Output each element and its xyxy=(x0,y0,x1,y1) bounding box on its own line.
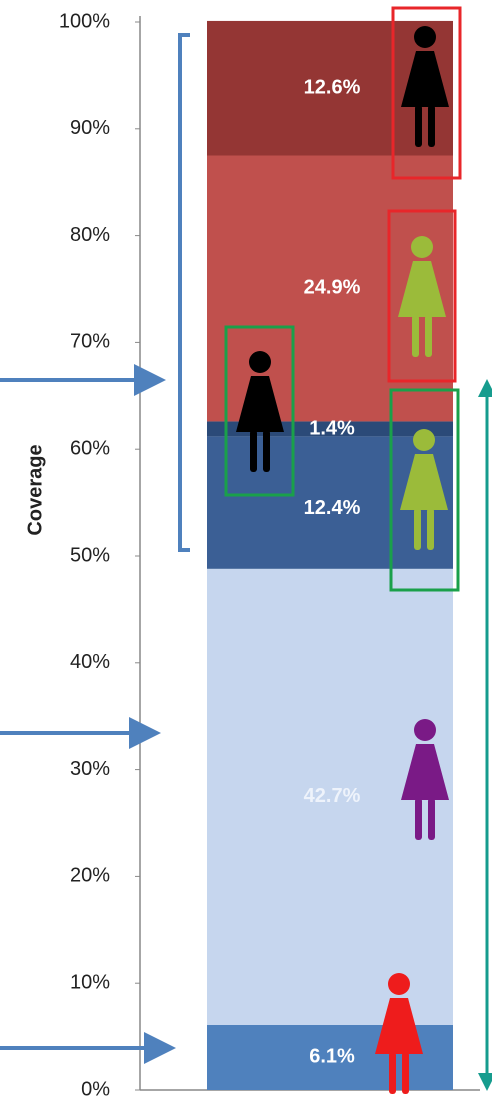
y-tick-label: 30% xyxy=(70,758,110,780)
y-tick-label: 100% xyxy=(59,10,110,32)
bar-group: 6.1% 42.7% 12.4% 1.4% 24.9% 12.6% xyxy=(207,20,453,1090)
highlight-box xyxy=(389,388,460,592)
y-tick-label: 70% xyxy=(70,331,110,353)
y-tick-label: 40% xyxy=(70,651,110,673)
tick-group: 0% 10% 20% 30% 40% 50% 60% 70% 80% 90% 100% xyxy=(59,10,140,1100)
data-label: 6.1% xyxy=(309,1046,355,1068)
highlight-box xyxy=(224,325,295,497)
y-tick-label: 10% xyxy=(70,971,110,993)
y-tick-label: 80% xyxy=(70,224,110,246)
y-axis-label: Coverage xyxy=(24,444,46,535)
data-label: 12.4% xyxy=(304,497,361,519)
bracket xyxy=(178,33,190,552)
data-label: 12.6% xyxy=(304,76,361,98)
data-label: 1.4% xyxy=(309,418,355,440)
y-tick-label: 90% xyxy=(70,117,110,139)
data-label: 24.9% xyxy=(304,277,361,299)
highlight-box xyxy=(387,209,457,383)
decorations xyxy=(0,6,492,1094)
y-tick-label: 20% xyxy=(70,865,110,887)
y-tick-label: 50% xyxy=(70,544,110,566)
y-tick-label: 60% xyxy=(70,437,110,459)
data-label: 42.7% xyxy=(304,785,361,807)
highlight-box xyxy=(391,6,462,180)
y-tick-label: 0% xyxy=(81,1078,110,1100)
